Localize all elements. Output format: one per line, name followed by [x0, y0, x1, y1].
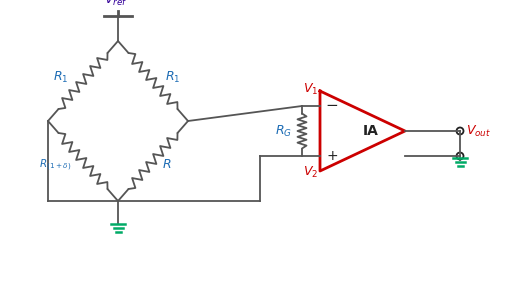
Text: −: − — [326, 99, 338, 113]
Text: $V_2$: $V_2$ — [303, 165, 318, 180]
Text: $R_{(1+\delta)}$: $R_{(1+\delta)}$ — [39, 157, 71, 173]
Text: $V_{ref}$: $V_{ref}$ — [104, 0, 128, 8]
Text: $R_1$: $R_1$ — [53, 70, 69, 85]
Text: +: + — [326, 149, 338, 163]
Text: $R_G$: $R_G$ — [276, 123, 293, 139]
Text: $R_1$: $R_1$ — [165, 70, 181, 85]
Text: $R$: $R$ — [162, 158, 172, 171]
Text: $V_1$: $V_1$ — [303, 82, 318, 97]
Text: IA: IA — [363, 124, 378, 138]
Text: $V_{out}$: $V_{out}$ — [466, 123, 491, 139]
